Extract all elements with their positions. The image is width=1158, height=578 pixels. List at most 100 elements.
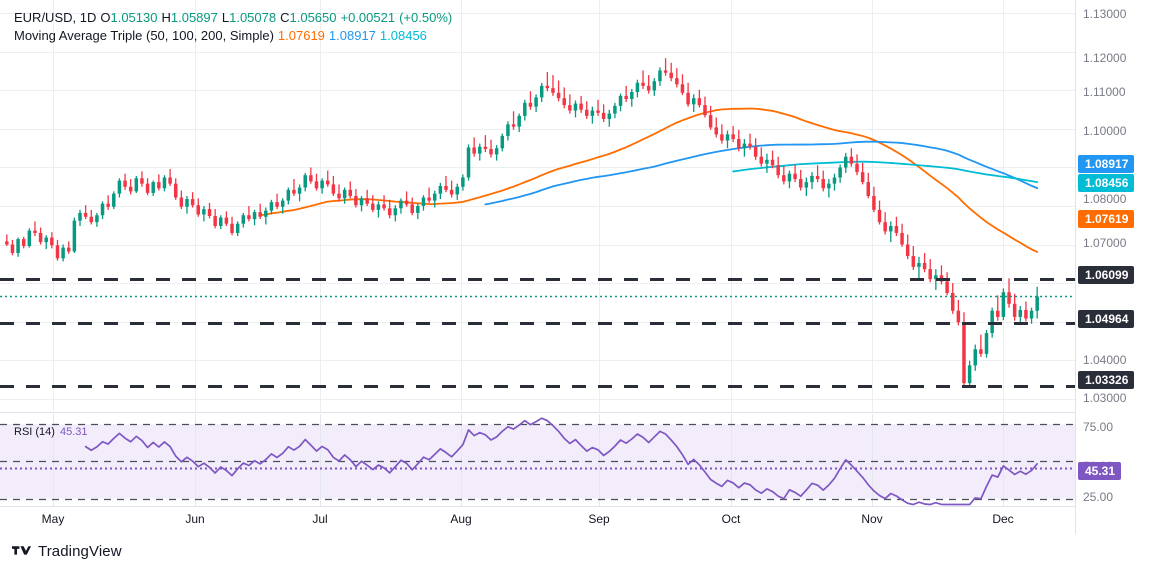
candle-body [990, 310, 994, 334]
candle-body [691, 98, 696, 105]
candle-body [832, 177, 837, 184]
candle-body [309, 175, 313, 182]
legend-symbol[interactable]: EUR/USD, 1D [14, 10, 97, 25]
candle-body [427, 197, 431, 201]
candle-body [168, 177, 172, 184]
rsi-legend-value: 45.31 [59, 426, 88, 438]
candle-body [354, 195, 358, 206]
rsi-legend-name[interactable]: RSI (14) [14, 426, 55, 438]
candle-body [337, 193, 341, 199]
candle-body [151, 182, 155, 193]
candle-body [292, 189, 296, 194]
price-axis-label: 1.03000 [1083, 391, 1127, 405]
candle-body [697, 98, 702, 106]
ma-50-line[interactable] [259, 107, 1039, 253]
time-axis-label: Nov [861, 512, 883, 526]
candle-body [934, 275, 938, 280]
candle-body [922, 262, 927, 270]
rsi-legend[interactable]: RSI (14) 45.31 [14, 426, 88, 438]
legend-ohlc-row[interactable]: EUR/USD, 1D O1.05130 H1.05897 L1.05078 C1.05… [14, 9, 452, 27]
candle-body [770, 159, 775, 166]
candle-body [765, 159, 769, 164]
candle-body [89, 216, 94, 223]
candle-body [596, 110, 600, 113]
candle-body [844, 156, 848, 168]
candle-body [393, 208, 398, 216]
candle-body [680, 84, 685, 93]
legend-high-value: 1.05897 [170, 10, 218, 25]
candle-body [55, 245, 60, 259]
resistance-price-badge[interactable]: 1.06099 [1078, 266, 1135, 284]
price-chart-svg[interactable] [0, 0, 1075, 412]
candle-body [128, 186, 133, 192]
candle-body [737, 139, 741, 149]
candle-body [190, 199, 195, 206]
legend-indicator-name[interactable]: Moving Average Triple (50, 100, 200, Sim… [14, 28, 274, 43]
candle-body [855, 163, 859, 173]
candle-body [455, 186, 459, 195]
candlestick-series[interactable] [5, 58, 1039, 386]
candle-body [962, 322, 966, 384]
candle-body [314, 181, 319, 189]
candle-body [607, 113, 612, 119]
ma50-price-badge[interactable]: 1.07619 [1078, 210, 1135, 228]
rsi-indicator-pane[interactable] [0, 414, 1075, 506]
ma-100-line[interactable] [484, 140, 1039, 206]
candle-body [27, 230, 32, 247]
candle-body [241, 215, 246, 224]
candle-body [714, 127, 718, 135]
candle-body [416, 206, 420, 213]
candle-body [100, 203, 105, 216]
ma-200-line[interactable] [732, 160, 1039, 183]
support-price-badge[interactable]: 1.04964 [1078, 310, 1135, 328]
tradingview-brand[interactable]: TradingView [12, 543, 122, 560]
price-axis[interactable]: 1.13000 1.12000 1.11000 1.10000 1.08000 1.070… [1075, 0, 1158, 578]
ma100-price-badge[interactable]: 1.08917 [1078, 155, 1135, 173]
candle-body [1024, 309, 1028, 319]
price-axis-label: 1.12000 [1083, 51, 1127, 65]
horizontal-price-levels[interactable] [0, 278, 1075, 388]
candle-body [877, 209, 882, 223]
candle-body [776, 165, 780, 176]
candle-body [145, 183, 150, 193]
candle-body [511, 124, 516, 127]
candle-body [95, 215, 99, 223]
price-axis-label: 1.11000 [1083, 85, 1126, 99]
rsi-value-badge[interactable]: 45.31 [1078, 462, 1122, 480]
candle-body [950, 293, 955, 311]
candle-body [782, 175, 786, 182]
candle-body [461, 177, 465, 187]
candle-body [967, 365, 972, 384]
candle-body [179, 197, 184, 207]
candle-body [517, 115, 521, 127]
candle-body [539, 85, 544, 98]
candle-body [798, 179, 803, 188]
candle-body [387, 208, 392, 216]
candle-body [258, 212, 262, 217]
candle-body [224, 217, 229, 224]
candle-body [827, 183, 831, 189]
candle-body [472, 147, 476, 154]
candle-body [21, 239, 26, 247]
candle-body [787, 173, 792, 182]
legend-indicator-row[interactable]: Moving Average Triple (50, 100, 200, Sim… [14, 27, 452, 45]
price-chart-pane[interactable] [0, 0, 1075, 412]
candle-body [562, 98, 566, 106]
candle-body [905, 244, 910, 257]
rsi-chart-svg[interactable] [0, 414, 1075, 506]
rsi-line[interactable] [84, 417, 1039, 506]
candle-body [371, 203, 375, 210]
candle-body [230, 223, 234, 233]
candle-body [280, 200, 285, 207]
candle-body [703, 105, 707, 116]
low-price-badge[interactable]: 1.03326 [1078, 371, 1135, 389]
legend-ma100-value: 1.08917 [328, 28, 376, 43]
candle-body [630, 92, 634, 99]
candle-body [725, 134, 730, 141]
candle-body [1001, 292, 1006, 317]
price-axis-label: 1.04000 [1083, 353, 1127, 367]
candle-body [494, 148, 499, 155]
ma200-price-badge[interactable]: 1.08456 [1078, 174, 1135, 192]
candle-body [78, 212, 82, 221]
